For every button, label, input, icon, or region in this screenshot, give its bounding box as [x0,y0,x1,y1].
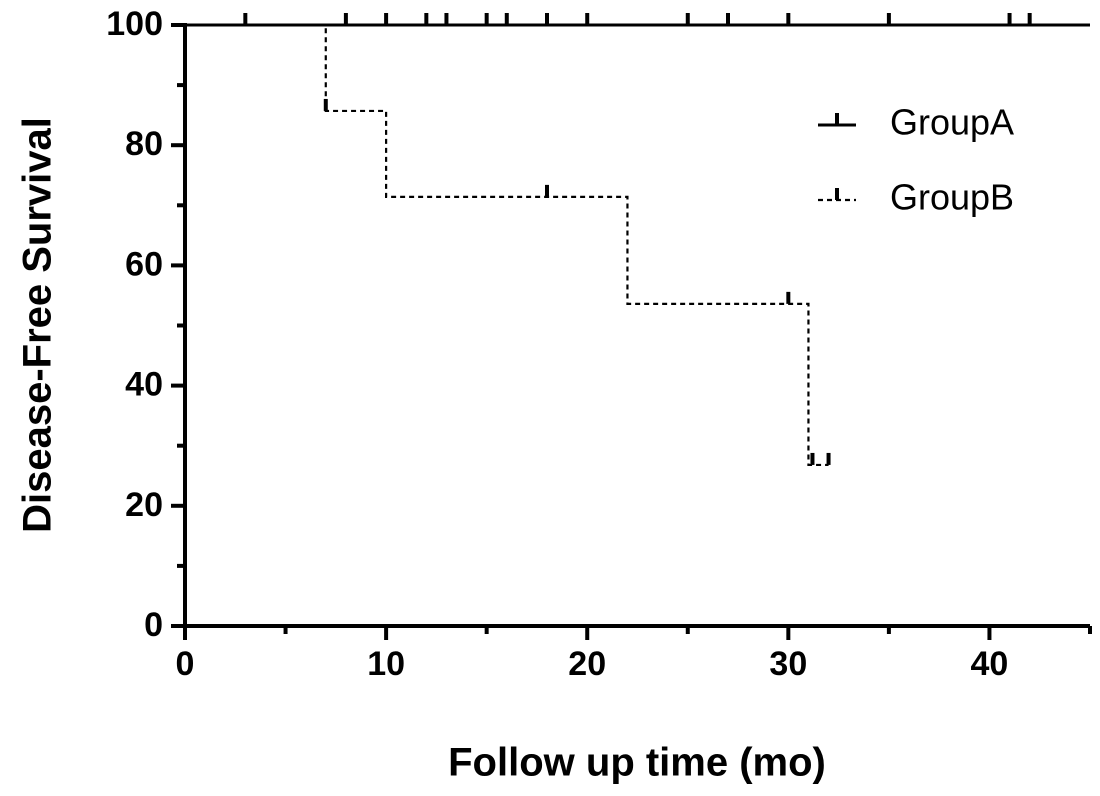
y-tick-label: 20 [125,486,163,524]
y-tick-label: 80 [125,125,163,163]
x-tick-label: 0 [176,645,195,683]
x-tick-label: 10 [367,645,405,683]
y-tick-label: 0 [144,606,163,644]
y-tick-label: 40 [125,366,163,404]
x-tick-label: 40 [971,645,1009,683]
legend-label: GroupB [890,177,1014,218]
x-axis-title: Follow up time (mo) [448,741,826,785]
survival-curve [185,23,829,467]
x-tick-label: 20 [568,645,606,683]
y-tick-label: 100 [106,5,163,43]
x-tick-label: 30 [769,645,807,683]
legend-label: GroupA [890,102,1014,143]
y-axis-title: Disease-Free Survival [16,117,60,533]
y-tick-label: 60 [125,245,163,283]
